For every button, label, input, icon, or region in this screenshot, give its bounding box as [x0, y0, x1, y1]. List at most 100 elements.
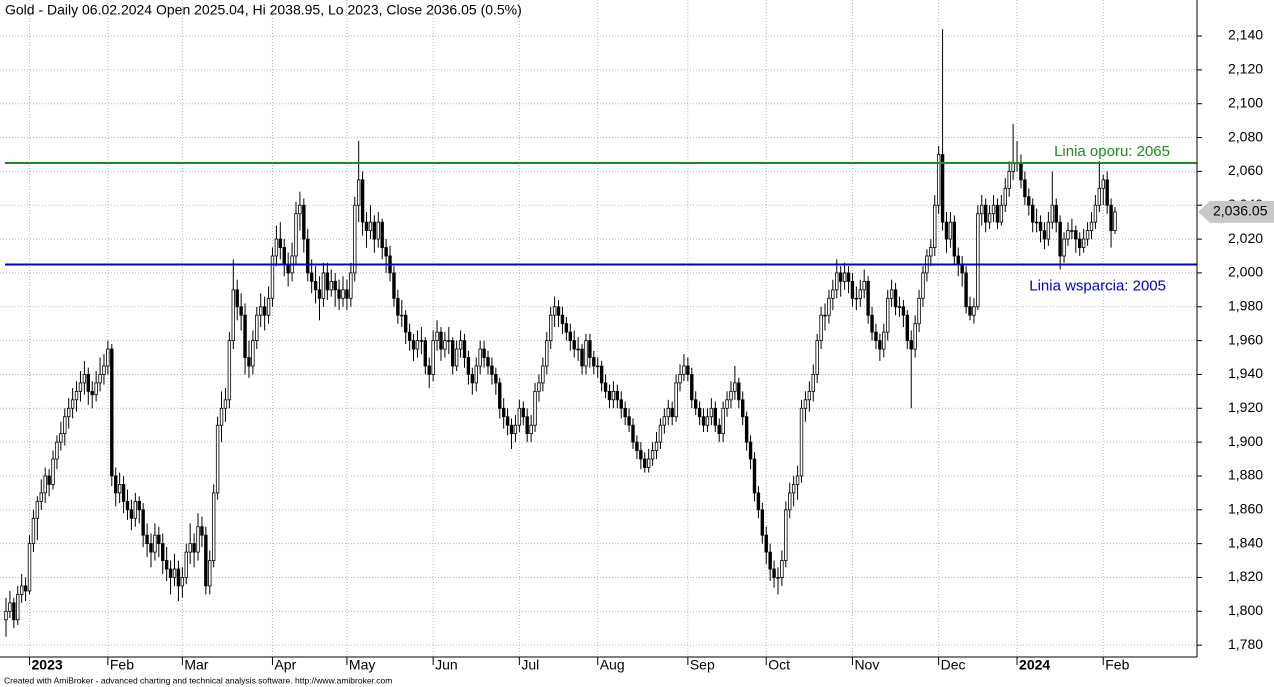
- candle-body: [27, 543, 32, 592]
- candle-body: [121, 484, 126, 502]
- candle-body: [960, 264, 964, 274]
- candle-body: [576, 348, 580, 351]
- candle-body: [987, 213, 992, 223]
- candle-body: [901, 306, 906, 316]
- candle-body: [682, 365, 686, 375]
- candle-body: [968, 306, 972, 316]
- candle-body: [850, 280, 855, 299]
- candle-body: [748, 441, 753, 460]
- candle-body: [259, 306, 263, 316]
- candle-body: [952, 221, 957, 257]
- candle-body: [690, 374, 694, 401]
- candle-body: [972, 306, 976, 316]
- candle-body: [799, 407, 804, 477]
- candle-body: [556, 306, 561, 316]
- candle-body: [102, 365, 106, 375]
- candle-body: [705, 416, 710, 426]
- x-tick-label: Dec: [941, 657, 966, 673]
- candle-body: [913, 323, 917, 350]
- candle-body: [262, 306, 267, 316]
- candle-body: [917, 297, 921, 325]
- candle-body: [435, 331, 439, 341]
- y-tick-label: 1,860: [1228, 500, 1263, 516]
- candle-body: [74, 390, 79, 401]
- candle-body: [615, 390, 620, 401]
- candle-body: [149, 543, 153, 553]
- candle-body: [733, 382, 737, 392]
- candle-body: [854, 297, 859, 300]
- chart-title: Gold - Daily 06.02.2024 Open 2025.04, Hi…: [5, 2, 522, 18]
- candle-body: [114, 475, 118, 494]
- candle-body: [870, 314, 874, 333]
- candle-body: [784, 509, 788, 561]
- y-tick-label: 1,960: [1228, 331, 1263, 347]
- candle-body: [505, 416, 510, 426]
- candle-body: [208, 560, 212, 587]
- candle-body: [858, 289, 862, 299]
- candle-body: [200, 526, 204, 536]
- candle-body: [721, 407, 725, 435]
- candle-body: [1085, 230, 1090, 240]
- candle-body: [592, 357, 596, 367]
- candle-body: [509, 424, 514, 435]
- candle-body: [639, 450, 643, 460]
- candle-body: [188, 543, 192, 553]
- candle-body: [376, 221, 380, 240]
- candle-body: [835, 272, 839, 291]
- candle-body: [517, 407, 522, 426]
- candle-body: [431, 340, 435, 375]
- candle-body: [223, 399, 228, 409]
- candle-body: [1007, 170, 1011, 189]
- candle-body: [153, 534, 157, 553]
- candle-body: [313, 280, 318, 291]
- y-tick-label: 1,780: [1228, 636, 1263, 652]
- candle-body: [897, 306, 902, 308]
- candle-body: [63, 416, 67, 435]
- candle-body: [360, 179, 365, 223]
- candle-body: [803, 399, 808, 409]
- candle-body: [788, 492, 792, 511]
- candle-body: [204, 534, 208, 587]
- candle-body: [889, 289, 894, 299]
- candle-body: [882, 331, 886, 350]
- candle-body: [133, 500, 138, 519]
- y-tick-label: 2,080: [1228, 128, 1263, 144]
- candle-body: [552, 306, 557, 316]
- candle-body: [791, 484, 796, 494]
- candle-body: [286, 264, 290, 274]
- candle-body: [568, 331, 572, 341]
- candle-body: [4, 610, 8, 621]
- candle-body: [317, 289, 322, 299]
- candle-body: [572, 340, 576, 350]
- candle-body: [141, 509, 145, 536]
- candle-body: [752, 458, 757, 494]
- x-tick-label: Oct: [768, 657, 790, 673]
- candle-body: [537, 382, 541, 392]
- candle-body: [215, 424, 220, 494]
- candle-body: [31, 517, 36, 545]
- candle-body: [580, 348, 584, 367]
- candle-body: [498, 382, 502, 409]
- candle-body: [760, 509, 765, 536]
- candle-body: [983, 204, 988, 223]
- candle-body: [1074, 230, 1078, 240]
- candle-body: [235, 289, 239, 308]
- candle-body: [921, 272, 925, 299]
- candle-body: [309, 272, 314, 282]
- candle-body: [482, 348, 486, 358]
- candle-body: [545, 340, 549, 367]
- level-label: Linia oporu: 2065: [1054, 143, 1170, 160]
- candle-body: [19, 585, 24, 595]
- candle-body: [451, 340, 455, 367]
- candle-body: [172, 568, 177, 578]
- x-tick-label: Sep: [690, 657, 715, 673]
- candle-body: [1019, 162, 1023, 181]
- candle-body: [145, 534, 149, 545]
- candle-body: [713, 407, 717, 426]
- candle-body: [356, 179, 361, 206]
- x-tick-label: Feb: [1105, 657, 1129, 673]
- candle-body: [838, 272, 843, 282]
- level-label: Linia wsparcia: 2005: [1029, 277, 1166, 294]
- candle-body: [1113, 211, 1117, 231]
